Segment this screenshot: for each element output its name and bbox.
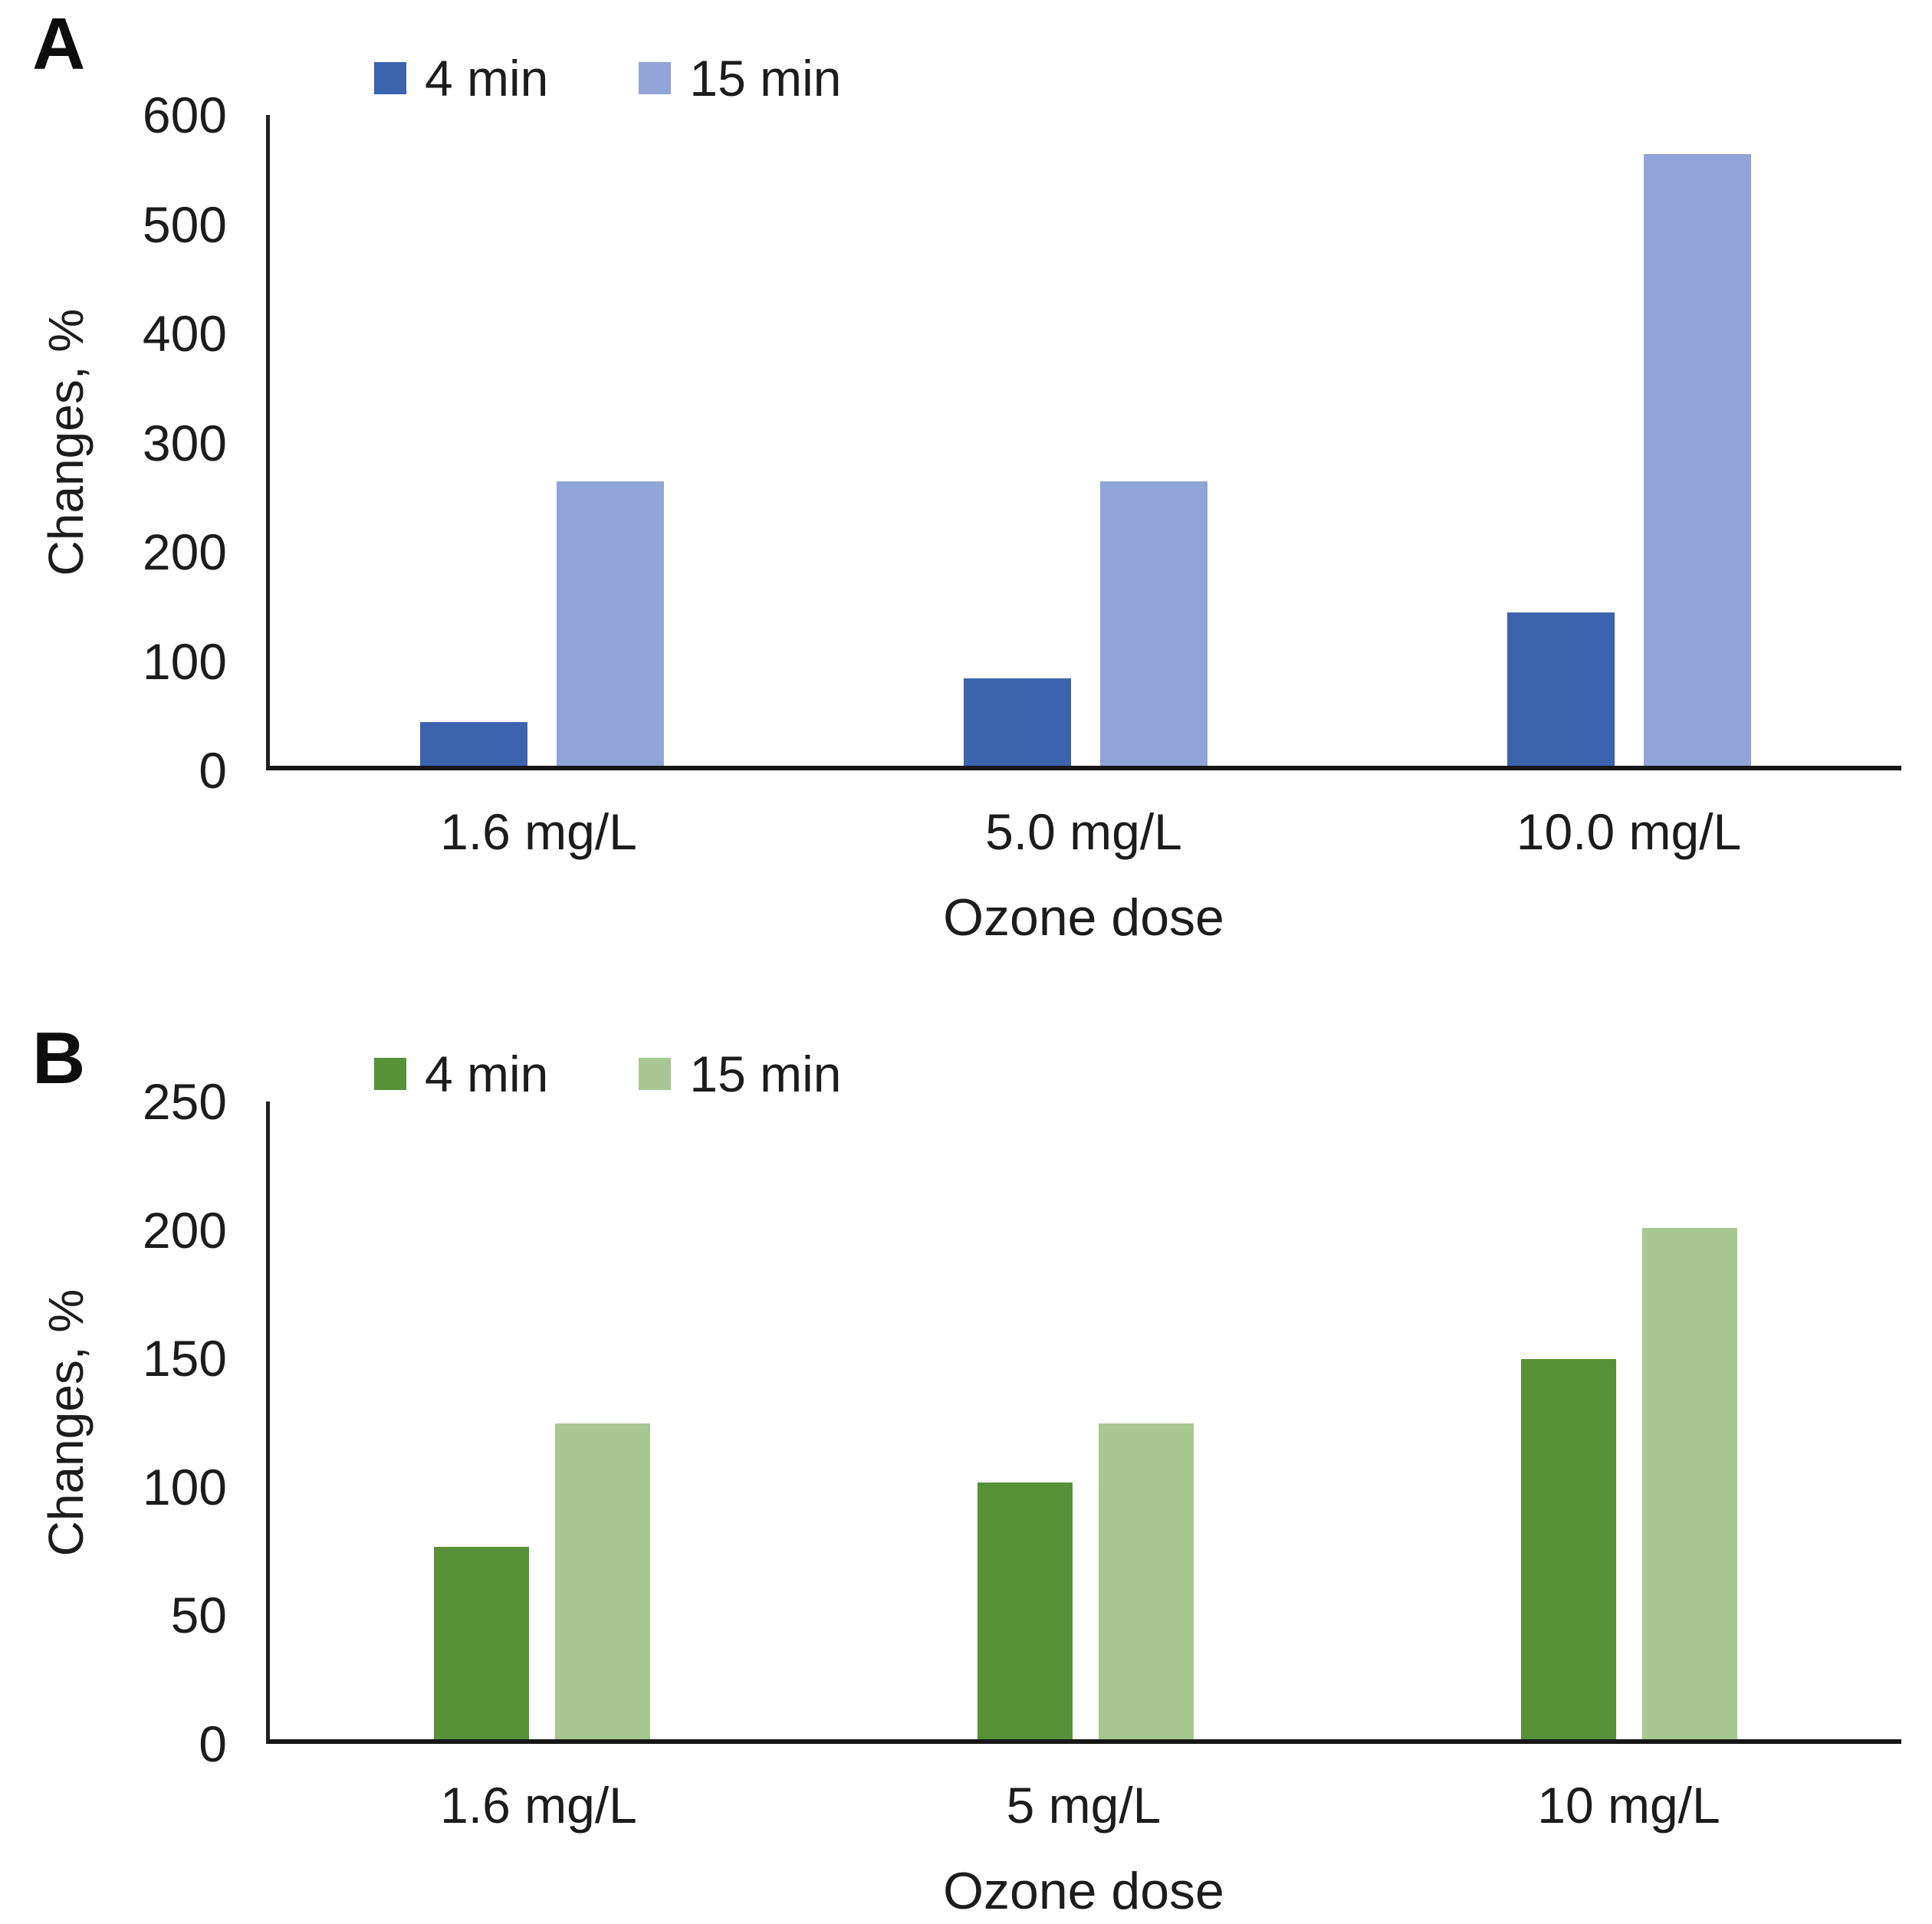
bar-4-min-10.0-mg/L [1507,612,1615,766]
y-tick-label: 50 [170,1587,227,1644]
bar-4-min-5.0-mg/L [963,678,1071,766]
bar-15-min-1.6-mg/L [554,1423,650,1739]
legend-label-15min: 15 min [689,1046,842,1102]
panel-a-label: A [32,3,86,85]
y-tick-label: 100 [142,1458,227,1515]
bar-group [270,481,813,766]
bar-group [813,481,1357,766]
bar-15-min-5-mg/L [1098,1423,1194,1739]
bar-group [813,1423,1357,1739]
legend-item-4min: 4 min [374,1043,548,1105]
legend-swatch-4min [374,62,406,94]
x-category-label: 1.6 mg/L [440,1777,637,1834]
y-tick-label: 400 [142,305,227,362]
y-tick-label: 150 [142,1330,227,1387]
legend-swatch-4min [374,1058,406,1090]
bar-15-min-10.0-mg/L [1644,154,1752,766]
bar-4-min-1.6-mg/L [419,722,527,766]
legend-panel-b: 4 min 15 min [374,1043,842,1105]
bars [270,115,1901,766]
x-category-label: 10.0 mg/L [1516,803,1742,860]
legend-item-4min: 4 min [374,48,548,109]
y-tick-label: 500 [142,195,227,253]
y-tick-label: 250 [142,1073,227,1130]
x-axis-labels: 1.6 mg/L 5 mg/L 10 mg/L [266,1773,1901,1837]
panel-a: A 4 min 15 min Changes, % 600 500 400 300 20… [32,3,1901,947]
x-category-label: 5.0 mg/L [985,803,1182,860]
legend-panel-a: 4 min 15 min [374,48,842,109]
legend-item-15min: 15 min [639,1043,842,1105]
x-category-label: 10 mg/L [1537,1777,1720,1834]
legend-label-4min: 4 min [425,50,549,107]
bar-4-min-10-mg/L [1521,1359,1617,1739]
bar-group [270,1423,813,1739]
y-tick-label: 200 [142,524,227,580]
bar-15-min-5.0-mg/L [1099,481,1208,766]
panel-b-label: B [32,1017,86,1099]
plot-area [266,1102,1901,1744]
legend-swatch-15min [639,62,672,94]
y-tick-label: 300 [142,414,227,471]
x-axis-title: Ozone dose [943,888,1224,947]
bar-15-min-1.6-mg/L [556,481,664,766]
bar-group [1358,154,1901,766]
legend-label-4min: 4 min [425,1046,549,1102]
plot-area [266,115,1901,770]
y-tick-label: 200 [142,1201,227,1259]
bar-4-min-1.6-mg/L [433,1547,529,1739]
x-axis-labels: 1.6 mg/L 5.0 mg/L 10.0 mg/L [266,799,1901,864]
legend-item-15min: 15 min [639,48,842,109]
bar-group [1358,1228,1901,1739]
bars [270,1102,1901,1739]
panel-b: B 4 min 15 min Changes, % 250 200 150 100 50… [0,962,1932,1924]
x-axis-title: Ozone dose [943,1862,1224,1920]
y-tick-label: 100 [142,632,227,690]
x-category-label: 5 mg/L [1006,1777,1162,1834]
bar-4-min-5-mg/L [977,1482,1073,1739]
y-tick-label: 600 [142,87,227,143]
y-tick-label: 0 [199,1716,227,1772]
bar-15-min-10-mg/L [1642,1228,1738,1739]
legend-label-15min: 15 min [689,50,842,107]
x-category-label: 1.6 mg/L [440,803,637,860]
legend-swatch-15min [639,1058,672,1090]
y-tick-label: 0 [199,742,227,799]
